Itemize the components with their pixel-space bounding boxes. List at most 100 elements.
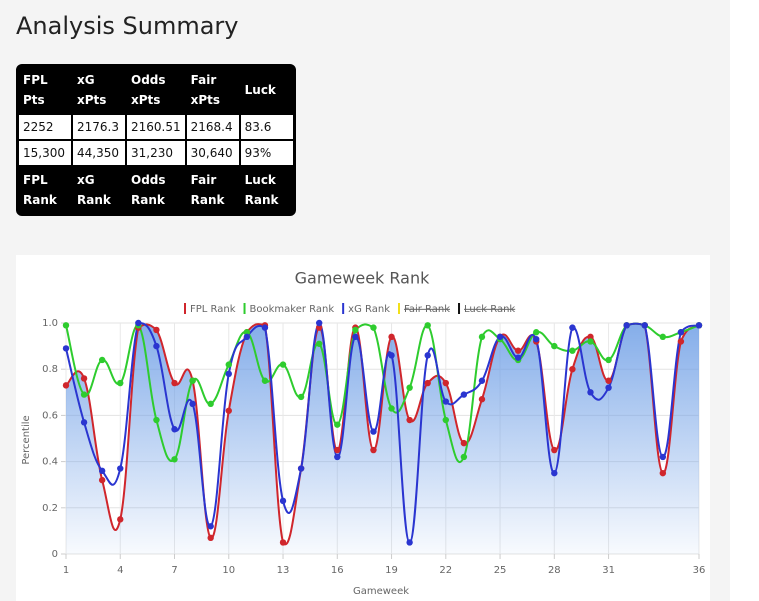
point <box>533 335 540 343</box>
point <box>659 333 667 341</box>
point <box>279 539 287 546</box>
point <box>225 407 232 414</box>
point <box>460 391 468 398</box>
x-tick-label: 28 <box>548 565 561 576</box>
point <box>478 396 486 403</box>
point <box>225 370 232 378</box>
point <box>460 453 468 461</box>
point <box>388 352 395 359</box>
legend-swatch <box>184 303 186 314</box>
footer-cell: Luck Rank <box>239 166 294 214</box>
x-tick-label: 36 <box>693 565 706 576</box>
point <box>62 345 70 352</box>
row: 2252 2176.3 2160.51 2168.4 83.6 <box>18 114 294 140</box>
x-tick-label: 16 <box>331 565 344 576</box>
point <box>153 342 160 350</box>
cell: 2168.4 <box>185 114 240 140</box>
point <box>117 516 124 523</box>
y-tick-label: 0.8 <box>42 364 58 375</box>
x-tick-label: 25 <box>494 565 507 576</box>
y-tick-label: 1.0 <box>42 318 58 329</box>
point <box>334 446 341 454</box>
point <box>514 354 522 361</box>
point <box>261 324 269 331</box>
point <box>478 377 486 384</box>
legend-label: Fair Rank <box>404 304 450 315</box>
point <box>352 333 359 341</box>
point <box>153 326 160 334</box>
point <box>677 329 685 336</box>
point <box>496 333 504 341</box>
point <box>370 324 377 331</box>
point <box>62 322 70 329</box>
point <box>316 319 323 327</box>
cell: 15,300 <box>18 140 72 166</box>
point <box>388 405 395 412</box>
point <box>80 375 88 382</box>
cell: 93% <box>239 140 294 166</box>
cell: 83.6 <box>239 114 294 140</box>
point <box>442 379 449 387</box>
point <box>297 465 305 472</box>
x-tick-label: 7 <box>171 565 177 576</box>
legend-label: FPL Rank <box>190 304 236 315</box>
x-tick-label: 19 <box>385 565 398 576</box>
legend-swatch <box>398 303 400 314</box>
y-tick-label: 0.4 <box>42 457 58 468</box>
summary-table: FPL Pts xG xPts Odds xPts Fair xPts Luck… <box>16 64 296 216</box>
point <box>98 476 106 484</box>
x-tick-label: 4 <box>117 565 123 576</box>
point <box>641 322 648 329</box>
point <box>587 333 594 341</box>
point <box>171 379 178 387</box>
point <box>514 347 522 354</box>
point <box>243 333 251 341</box>
point <box>551 469 558 477</box>
area <box>66 323 699 554</box>
point <box>352 326 359 334</box>
point <box>80 419 88 426</box>
point <box>316 340 323 347</box>
point <box>334 453 341 461</box>
x-tick-label: 31 <box>602 565 615 576</box>
point <box>370 428 377 435</box>
point <box>551 342 558 350</box>
point <box>605 356 612 364</box>
legend: FPL Rank Bookmaker Rank xG Rank Fair Rank Lu… <box>184 303 515 315</box>
chart-title: Gameweek Rank <box>295 269 430 288</box>
cell: 30,640 <box>185 140 240 166</box>
x-tick-label: 22 <box>439 565 452 576</box>
x-tick-label: 10 <box>222 565 235 576</box>
point <box>587 389 594 396</box>
row: 15,300 44,350 31,230 30,640 93% <box>18 140 294 166</box>
point <box>551 446 558 454</box>
point <box>442 416 449 424</box>
point <box>406 384 413 391</box>
legend-label: Bookmaker Rank <box>250 304 335 315</box>
point <box>189 400 196 408</box>
y-tick-label: 0.2 <box>42 503 58 514</box>
point <box>478 333 486 341</box>
header-cell: Fair xPts <box>185 66 240 114</box>
point <box>297 393 305 401</box>
point <box>695 322 703 329</box>
point <box>605 377 612 384</box>
point <box>406 539 413 546</box>
point <box>424 352 431 359</box>
footer-row: FPL Rank xG Rank Odds Rank Fair Rank Luc… <box>18 166 294 214</box>
footer-cell: FPL Rank <box>18 166 72 214</box>
point <box>533 329 540 336</box>
point <box>98 467 106 475</box>
legend-swatch <box>458 303 461 314</box>
point <box>279 361 287 368</box>
page-title: Analysis Summary <box>16 12 239 40</box>
point <box>659 469 667 477</box>
x-axis-label: Gameweek <box>353 586 409 597</box>
cell: 31,230 <box>126 140 186 166</box>
chart-card: Gameweek Rank Gameweek Percentile 0 0.2 0.… <box>16 255 710 601</box>
header-cell: Odds xPts <box>126 66 186 114</box>
point <box>207 534 214 542</box>
legend-label: Luck Rank <box>464 304 515 315</box>
point <box>587 338 594 345</box>
